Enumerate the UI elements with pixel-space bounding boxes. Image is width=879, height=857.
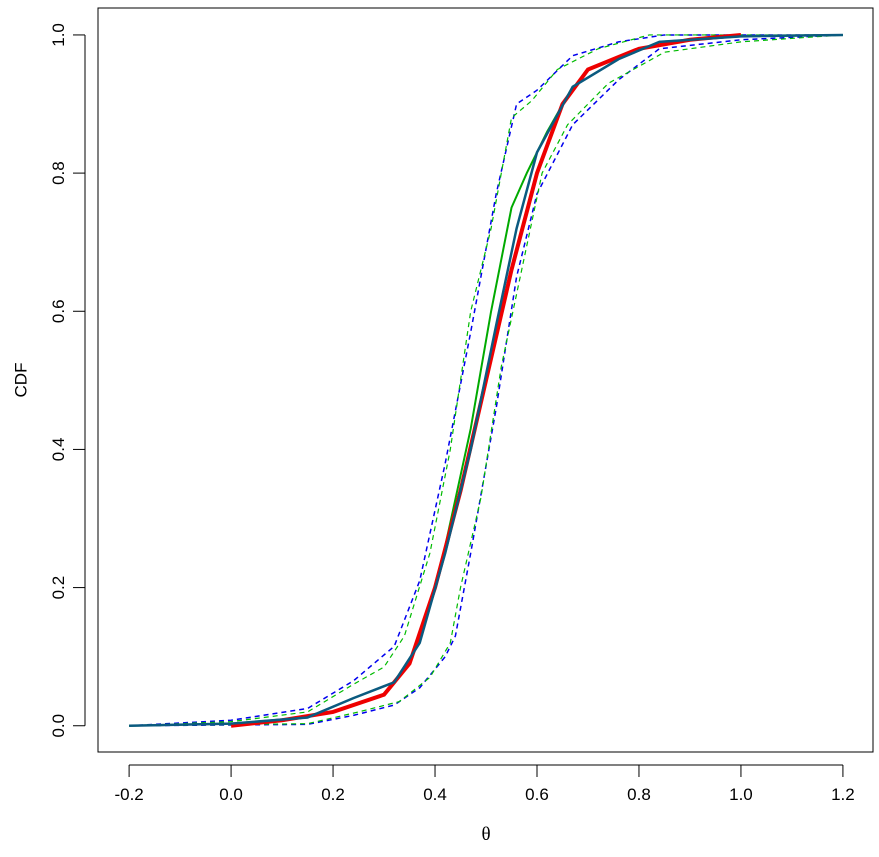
- x-tick-label: 0.6: [525, 785, 549, 804]
- x-tick-label: 0.0: [219, 785, 243, 804]
- y-tick-label: 0.0: [49, 714, 68, 738]
- x-tick-label: 0.4: [423, 785, 447, 804]
- plot-frame: [97, 7, 874, 753]
- series-line: [129, 34, 843, 727]
- y-axis-title: CDF: [11, 363, 30, 398]
- x-axis-title: θ: [481, 824, 490, 845]
- series-line: [129, 34, 843, 727]
- y-tick-label: 0.8: [49, 161, 68, 185]
- x-tick-label: 1.0: [729, 785, 753, 804]
- y-tick-label: 0.4: [49, 438, 68, 462]
- series-line: [129, 33, 843, 727]
- series-line: [129, 34, 843, 727]
- x-tick-label: 1.2: [831, 785, 855, 804]
- y-tick-label: 0.2: [49, 576, 68, 600]
- x-tick-label: 0.2: [321, 785, 345, 804]
- x-tick-label: -0.2: [114, 785, 143, 804]
- series-line: [129, 34, 843, 727]
- y-tick-label: 1.0: [49, 23, 68, 47]
- x-tick-label: 0.8: [627, 785, 651, 804]
- y-tick-label: 0.6: [49, 299, 68, 323]
